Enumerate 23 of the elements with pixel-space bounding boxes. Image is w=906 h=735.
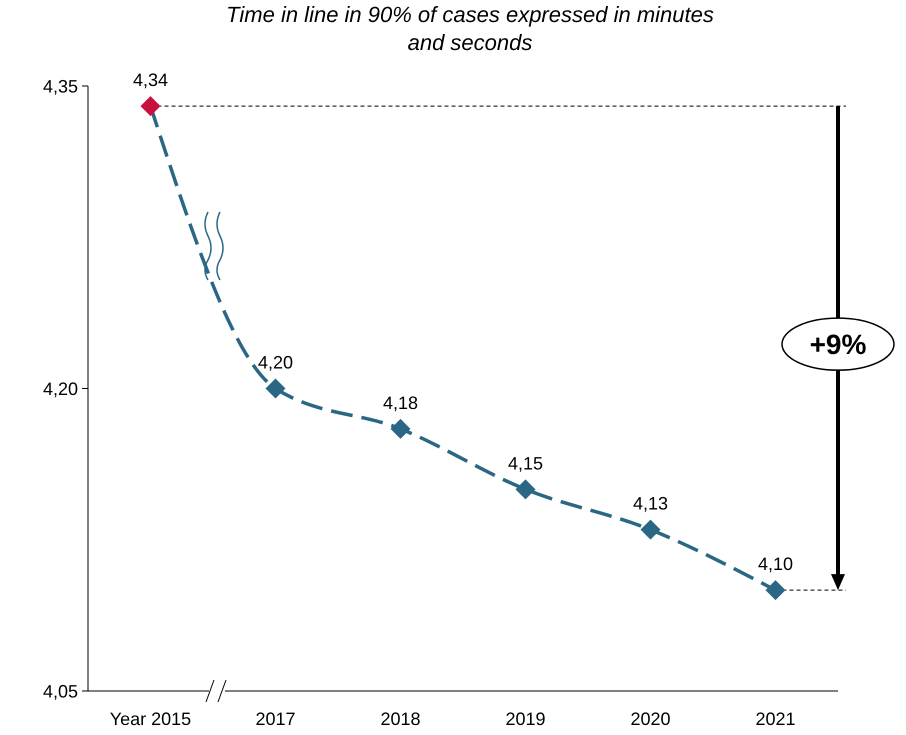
data-label: 4,18: [382, 392, 418, 413]
point: [266, 378, 286, 398]
annotation: +9%: [810, 328, 867, 360]
x-tick-label: 2020: [630, 709, 671, 729]
point: [766, 580, 786, 600]
x-tick-label: Year 2015: [110, 709, 192, 729]
y-tick-label: 4,35: [42, 76, 78, 96]
chart-title: Time in line in 90% of cases expressed in minutes and seconds: [226, 2, 714, 55]
x-tick-label: 2021: [755, 709, 796, 729]
data-label: 4,10: [758, 554, 794, 574]
point: [640, 520, 660, 540]
data-label: 4,15: [508, 453, 544, 474]
data-label: 4,20: [258, 352, 294, 372]
x-tick-label: 2017: [255, 709, 296, 729]
point: [140, 96, 160, 116]
y-tick-label: 4,20: [42, 378, 78, 399]
point: [516, 479, 536, 500]
data-label: 4,34: [132, 70, 168, 90]
y-tick-label: 4,05: [42, 681, 78, 702]
point: [390, 418, 410, 439]
data-label: 4,13: [632, 494, 668, 514]
x-tick-label: 2019: [505, 709, 546, 729]
x-tick-label: 2018: [380, 709, 421, 729]
